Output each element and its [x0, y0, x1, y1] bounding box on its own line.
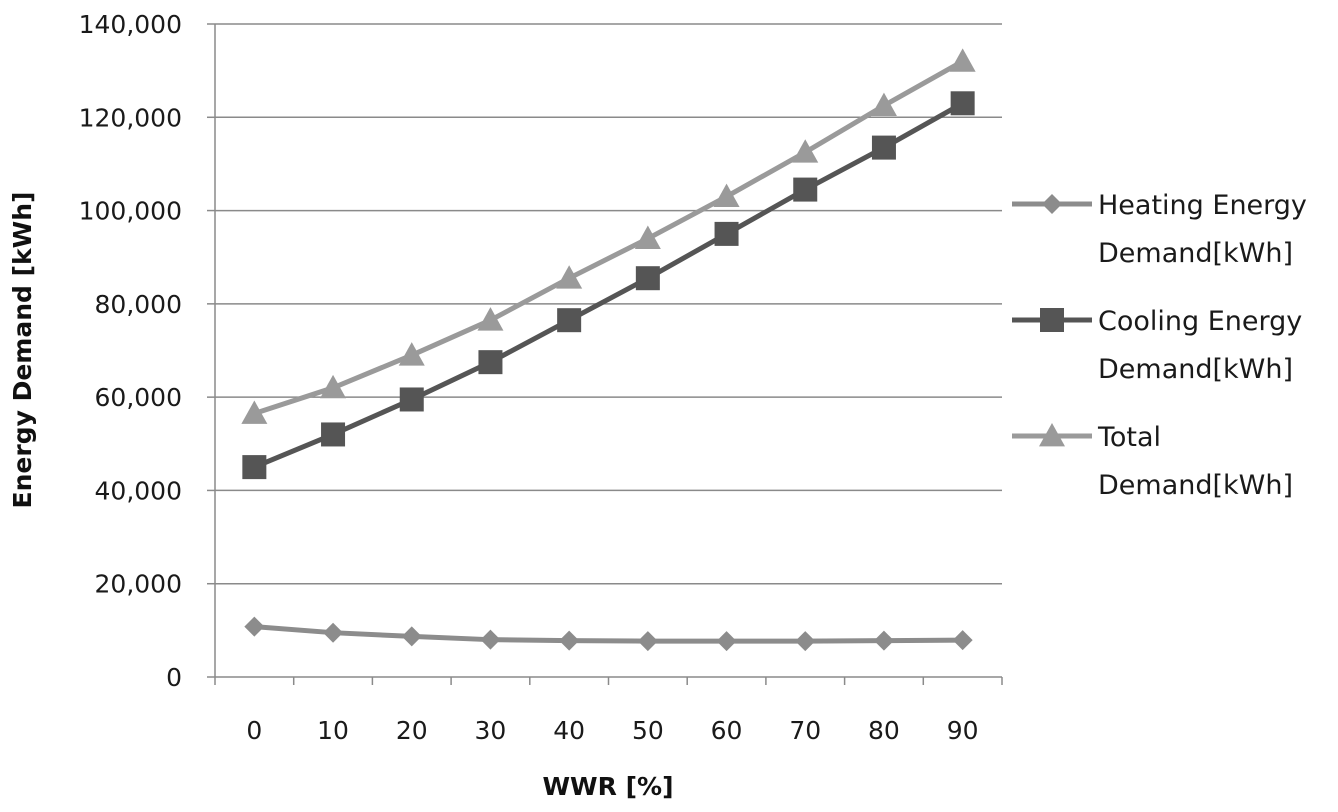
legend-label: Total [1097, 422, 1161, 453]
data-point [242, 455, 267, 480]
legend-marker [1039, 423, 1065, 447]
data-point [714, 221, 739, 246]
y-tick-label: 120,000 [79, 103, 182, 132]
series-line [253, 59, 964, 416]
data-point [321, 422, 346, 447]
data-point [244, 616, 265, 637]
data-point [635, 266, 660, 291]
data-point [793, 177, 818, 202]
axes [207, 23, 1003, 685]
legend: Heating Energy Demand[kWh] Cooling Energy D… [1012, 190, 1307, 501]
data-point [320, 374, 347, 399]
data-point [792, 139, 819, 163]
data-point [557, 308, 582, 333]
x-tick-label: 10 [317, 716, 349, 745]
data-point [950, 91, 975, 116]
data-point [398, 342, 425, 366]
legend-marker [1042, 194, 1062, 214]
gridlines [215, 23, 1002, 585]
x-tick-label: 80 [868, 716, 900, 745]
x-tick-label: 90 [947, 716, 979, 745]
legend-label: Cooling Energy [1098, 306, 1302, 337]
x-tick-label: 60 [711, 716, 743, 745]
data-point [949, 48, 976, 72]
data-point [634, 225, 661, 249]
x-tick-label: 0 [246, 716, 262, 745]
legend-label: Demand[kWh] [1098, 238, 1293, 269]
legend-marker [1040, 308, 1064, 332]
data-point [952, 630, 973, 651]
y-tick-label: 80,000 [95, 290, 182, 319]
data-point [480, 629, 501, 650]
legend-item: Total Demand[kWh] [1012, 422, 1293, 501]
x-tick-label: 40 [553, 716, 585, 745]
data-point [477, 307, 504, 331]
legend-label: Demand[kWh] [1098, 470, 1293, 501]
legend-item: Cooling Energy Demand[kWh] [1012, 306, 1302, 385]
series-square [242, 91, 975, 480]
legend-label: Demand[kWh] [1098, 354, 1293, 385]
x-tick-label: 50 [632, 716, 664, 745]
x-tick-label: 70 [789, 716, 821, 745]
data-point [323, 622, 344, 643]
y-tick-label: 60,000 [95, 383, 182, 412]
y-tick-label: 40,000 [95, 476, 182, 505]
y-tick-label: 0 [166, 663, 182, 692]
x-tick-label: 30 [475, 716, 507, 745]
data-point [559, 630, 580, 651]
y-tick-label: 140,000 [79, 10, 182, 39]
data-point [871, 135, 896, 160]
data-point [401, 626, 422, 647]
data-point [716, 631, 737, 652]
y-tick-label: 100,000 [79, 197, 182, 226]
x-axis-title: WWR [%] [542, 772, 673, 801]
legend-item: Heating Energy Demand[kWh] [1012, 190, 1307, 269]
data-point [241, 400, 268, 424]
data-point [399, 387, 424, 412]
x-tick-label: 20 [396, 716, 428, 745]
data-point [873, 630, 894, 651]
data-point [637, 631, 658, 652]
tick-labels: 0 20,000 40,000 60,000 80,000 100,000 120,000 1… [79, 10, 979, 745]
data-point [795, 631, 816, 652]
series-lines [241, 48, 976, 652]
series-line [253, 101, 964, 470]
series-triangle [241, 48, 976, 424]
data-point [870, 92, 897, 117]
y-tick-label: 20,000 [95, 570, 182, 599]
data-point [713, 183, 740, 207]
series-diamond [244, 616, 973, 652]
legend-label: Heating Energy [1098, 190, 1307, 221]
data-point [556, 265, 583, 289]
series-line [254, 624, 963, 644]
y-axis-title: Energy Demand [kWh] [8, 192, 37, 509]
data-point [478, 350, 503, 375]
